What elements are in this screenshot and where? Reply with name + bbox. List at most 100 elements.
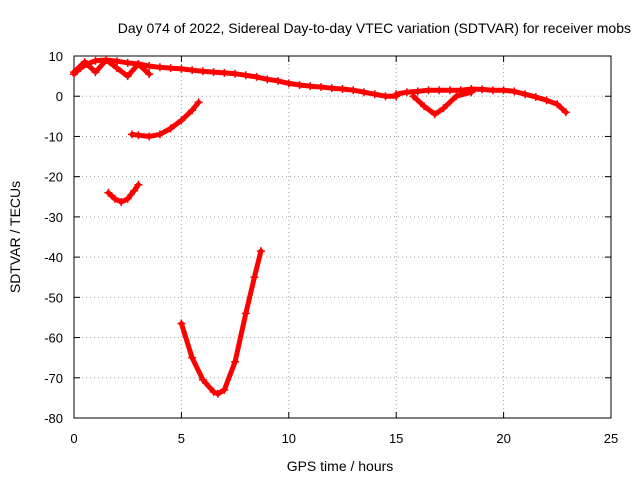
- x-tick-label: 10: [282, 431, 296, 446]
- data-point: [402, 88, 411, 97]
- series-arc-dip-17: [409, 88, 476, 119]
- data-point: [123, 72, 132, 81]
- data-point: [220, 385, 229, 394]
- data-point: [561, 108, 570, 117]
- data-point: [177, 319, 186, 328]
- series-arc-main-2: [392, 84, 570, 117]
- series-arc-minus10: [127, 98, 203, 141]
- data-point: [478, 85, 487, 94]
- y-tick-label: -80: [44, 411, 63, 426]
- data-point: [409, 92, 418, 101]
- data-point: [155, 130, 164, 139]
- data-point: [553, 100, 562, 109]
- data-series: [70, 56, 570, 398]
- y-axis-label: SDTVAR / TECUs: [7, 181, 23, 293]
- plot-frame: [73, 55, 612, 419]
- data-point: [359, 88, 368, 97]
- series-line: [178, 248, 264, 397]
- series-arc-minus25: [104, 180, 143, 207]
- data-point: [510, 87, 519, 96]
- data-point: [145, 70, 154, 79]
- data-point: [155, 63, 164, 72]
- series-line: [71, 57, 152, 79]
- data-point: [413, 87, 422, 96]
- chart-title: Day 074 of 2022, Sidereal Day-to-day VTE…: [118, 20, 631, 36]
- x-tick-label: 5: [178, 431, 185, 446]
- data-point: [306, 82, 315, 91]
- y-tick-label: -10: [44, 129, 63, 144]
- data-point: [134, 60, 143, 69]
- data-point: [91, 56, 100, 65]
- data-point: [349, 86, 358, 95]
- data-point: [209, 387, 218, 396]
- data-point: [123, 58, 132, 67]
- y-tick-label: 0: [56, 89, 63, 104]
- data-point: [112, 64, 121, 73]
- data-point: [424, 86, 433, 95]
- data-point: [231, 69, 240, 78]
- data-point: [220, 68, 229, 77]
- data-point: [250, 273, 259, 282]
- data-point: [198, 67, 207, 76]
- data-point: [274, 76, 283, 85]
- series-arc-wave: [70, 56, 154, 81]
- data-point: [338, 84, 347, 93]
- y-tick-label: -40: [44, 250, 63, 265]
- data-point: [177, 116, 186, 125]
- data-point: [252, 72, 261, 81]
- data-point: [102, 56, 111, 65]
- y-tick-labels: -80 -70 -60 -50 -40 -30 -20 -10 0 10: [44, 49, 63, 426]
- grid-lines: [74, 56, 611, 418]
- data-point: [145, 62, 154, 71]
- data-point: [488, 86, 497, 95]
- data-point: [188, 66, 197, 75]
- data-point: [70, 68, 78, 77]
- data-point: [188, 106, 197, 115]
- data-point: [194, 98, 203, 107]
- data-point: [435, 86, 444, 95]
- data-point: [117, 198, 126, 207]
- data-point: [130, 186, 139, 195]
- data-point: [381, 92, 390, 101]
- data-point: [327, 84, 336, 93]
- data-point: [241, 309, 250, 318]
- data-point: [188, 353, 197, 362]
- data-point: [91, 68, 100, 77]
- data-point: [123, 194, 132, 203]
- data-point: [284, 79, 293, 88]
- data-point: [110, 194, 119, 203]
- data-point: [531, 93, 540, 102]
- data-point: [166, 64, 175, 73]
- data-point: [256, 247, 265, 256]
- data-point: [145, 132, 154, 141]
- data-point: [166, 124, 175, 133]
- data-point: [198, 375, 207, 384]
- x-tick-label: 20: [496, 431, 510, 446]
- data-point: [112, 57, 121, 66]
- y-tick-label: -70: [44, 371, 63, 386]
- y-tick-label: -60: [44, 331, 63, 346]
- data-point: [392, 90, 401, 99]
- data-point: [231, 357, 240, 366]
- y-tick-label: 10: [49, 49, 63, 64]
- y-tick-label: -30: [44, 210, 63, 225]
- axis-ticks: [73, 55, 612, 419]
- data-point: [445, 86, 454, 95]
- data-point: [467, 88, 476, 97]
- data-point: [430, 110, 439, 119]
- data-point: [134, 180, 143, 189]
- x-axis-label: GPS time / hours: [287, 458, 394, 474]
- x-tick-label: 0: [70, 431, 77, 446]
- y-tick-label: -20: [44, 170, 63, 185]
- data-point: [295, 80, 304, 89]
- data-point: [213, 389, 222, 398]
- x-tick-label: 25: [604, 431, 618, 446]
- data-point: [127, 130, 136, 139]
- data-point: [241, 71, 250, 80]
- data-point: [521, 90, 530, 99]
- data-point: [177, 64, 186, 73]
- x-tick-label: 15: [389, 431, 403, 446]
- data-point: [439, 104, 448, 113]
- data-point: [80, 58, 89, 67]
